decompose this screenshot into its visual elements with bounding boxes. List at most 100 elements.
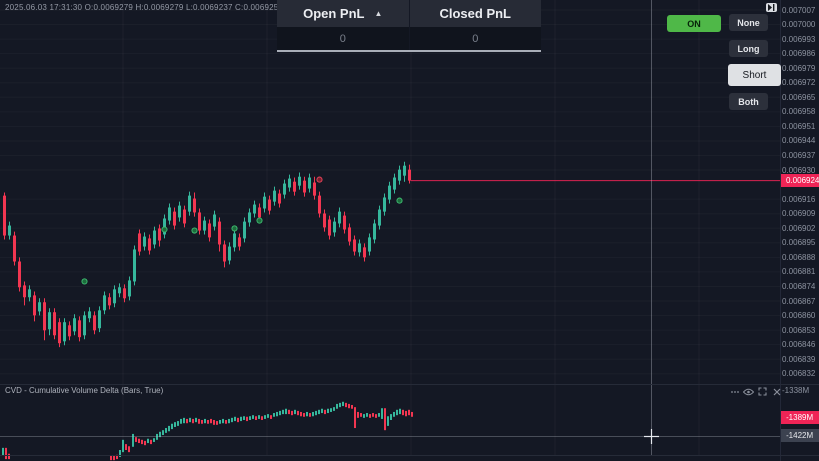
candle-body — [148, 238, 151, 251]
cvd-bar — [213, 419, 215, 425]
candle-body — [343, 215, 346, 230]
cvd-bar — [408, 409, 410, 416]
candle-body — [238, 237, 241, 247]
more-icon[interactable] — [729, 387, 740, 396]
candle-body — [3, 195, 6, 236]
cvd-bar — [162, 430, 164, 435]
cvd-bar — [366, 413, 368, 417]
cvd-bar — [132, 433, 134, 447]
cvd-bar — [336, 403, 338, 409]
cvd-bar — [270, 415, 272, 419]
candle-body — [93, 315, 96, 331]
price-tick: 0.007007 — [782, 5, 816, 15]
candle-body — [133, 249, 136, 282]
price-tick: 0.006888 — [782, 252, 816, 262]
candle-body — [298, 176, 301, 186]
candle-body — [48, 312, 51, 330]
cvd-bar — [357, 411, 359, 418]
candle-body — [353, 239, 356, 252]
price-tick: 0.006867 — [782, 296, 816, 306]
eye-icon[interactable] — [743, 387, 754, 396]
cvd-bar — [411, 411, 413, 417]
cvd-indicator-title[interactable]: CVD - Cumulative Volume Delta (Bars, Tru… — [5, 386, 164, 395]
buy-marker — [161, 226, 168, 233]
cvd-bar — [297, 410, 299, 416]
candle-body — [288, 178, 291, 188]
candle-body — [293, 181, 296, 192]
cvd-bar — [333, 407, 335, 411]
crosshair-value-label: -1422M — [781, 429, 819, 442]
price-tick: 0.006986 — [782, 49, 816, 59]
candle-body — [333, 221, 336, 233]
price-tick: 0.006881 — [782, 267, 816, 277]
candle-body — [318, 195, 321, 214]
candle-body — [308, 177, 311, 189]
cvd-bar — [372, 413, 374, 417]
candle-body — [188, 195, 191, 212]
cvd-bar — [342, 401, 344, 407]
candle-body — [243, 221, 246, 239]
candle-body — [278, 193, 281, 204]
maximize-icon[interactable] — [757, 387, 768, 396]
cvd-bar — [393, 411, 395, 417]
time-axis-separator — [0, 455, 819, 456]
price-tick: 0.006874 — [782, 281, 816, 291]
buy-marker — [231, 225, 238, 232]
cvd-bar — [204, 418, 206, 424]
pane-separator[interactable] — [0, 384, 819, 385]
cvd-bar — [228, 418, 230, 424]
closed-pnl-header[interactable]: Closed PnL — [409, 0, 541, 27]
close-icon[interactable] — [771, 387, 782, 396]
candle-body — [178, 205, 181, 218]
go-to-realtime-icon[interactable] — [766, 3, 777, 12]
cvd-bar — [195, 417, 197, 423]
mode-button-none[interactable]: None — [729, 14, 768, 31]
cvd-bar — [225, 419, 227, 424]
cvd-bar — [171, 423, 173, 430]
price-axis[interactable]: 0.007007 0.007000 0.006993 0.006986 0.006979… — [781, 0, 819, 461]
cvd-bar — [306, 411, 308, 417]
cvd-bar — [201, 419, 203, 424]
candle-body — [198, 212, 201, 231]
cvd-bar — [153, 438, 155, 442]
cvd-bar — [234, 416, 236, 422]
candle-body — [383, 197, 386, 212]
cvd-bar — [186, 418, 188, 424]
cvd-bar — [147, 438, 149, 444]
cvd-bar — [113, 455, 115, 461]
cvd-bar — [177, 421, 179, 426]
cvd-bar — [156, 433, 158, 440]
cvd-bar — [273, 413, 275, 417]
candle-body — [18, 261, 21, 288]
cvd-bar — [192, 418, 194, 424]
candle-body — [253, 204, 256, 214]
open-pnl-header[interactable]: Open PnL ▲ — [277, 0, 409, 27]
candle-body — [98, 310, 101, 329]
buy-marker — [256, 217, 263, 224]
cvd-current-value-label: -1389M — [781, 411, 819, 424]
cvd-bar — [246, 416, 248, 422]
cvd-bar — [387, 416, 389, 426]
mode-button-long[interactable]: Long — [729, 40, 768, 57]
on-toggle-button[interactable]: ON — [667, 15, 721, 32]
cvd-bar — [264, 415, 266, 419]
cvd-bar — [231, 417, 233, 423]
price-tick: 0.006972 — [782, 78, 816, 88]
closed-pnl-label: Closed PnL — [439, 6, 511, 21]
cvd-bar — [237, 417, 239, 423]
candle-body — [363, 247, 366, 258]
candle-body — [388, 185, 391, 200]
closed-pnl-value: 0 — [409, 27, 541, 50]
cvd-bar — [282, 409, 284, 415]
candle-body — [113, 289, 116, 304]
price-tick: 0.006902 — [782, 223, 816, 233]
price-tick: 0.006839 — [782, 354, 816, 364]
candle-body — [118, 287, 121, 294]
candle-body — [328, 219, 331, 236]
candle-body — [218, 221, 221, 245]
pnl-values-row: 0 0 — [277, 27, 541, 50]
mode-button-both[interactable]: Both — [729, 93, 768, 110]
mode-button-short-selected[interactable]: Short — [728, 64, 781, 86]
cvd-bar — [399, 408, 401, 415]
cvd-bar — [390, 414, 392, 420]
